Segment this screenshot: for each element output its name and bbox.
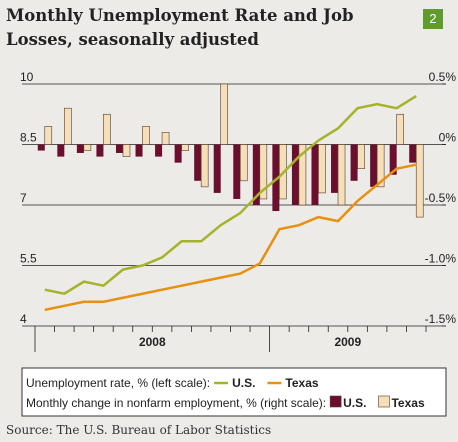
line-series [44, 163, 417, 312]
y-tick-label: 8.5 [20, 131, 37, 145]
bar [259, 144, 268, 200]
source: Source: The U.S. Bureau of Labor Statist… [6, 423, 272, 437]
bar [318, 144, 326, 194]
line-series [44, 95, 417, 296]
y2-tick-label: 0% [439, 131, 457, 145]
bar [103, 113, 111, 145]
bar [213, 144, 221, 193]
bar [115, 144, 123, 153]
bar [142, 126, 150, 145]
x-year-label: 2009 [334, 335, 361, 349]
bar [155, 144, 163, 157]
bar [311, 144, 319, 205]
y-tick-label: 5.5 [20, 252, 37, 266]
bar [233, 144, 241, 199]
legend-label: Texas [391, 396, 424, 410]
chart-title: Monthly Unemployment Rate and Job Losses… [6, 6, 354, 49]
x-year-label: 2008 [139, 335, 166, 349]
bar [57, 144, 65, 157]
y2-tick-label: -0.5% [425, 191, 457, 205]
y2-tick-label: -1.5% [425, 312, 457, 326]
bar [239, 144, 248, 182]
y-tick-label: 7 [20, 191, 27, 205]
legend-label: U.S. [232, 376, 255, 390]
bar [181, 144, 189, 151]
legend-title: Monthly change in nonfarm employment, % … [26, 396, 326, 410]
bar [350, 144, 358, 181]
bar [174, 144, 182, 163]
bar [161, 132, 170, 145]
bar [376, 144, 385, 188]
legend-label: U.S. [343, 396, 366, 410]
bar [76, 144, 84, 153]
bar [194, 144, 202, 181]
bar [389, 144, 397, 175]
bar [272, 144, 280, 212]
bar [331, 144, 339, 193]
bar [415, 144, 424, 218]
legend-swatch [378, 395, 390, 408]
y-tick-label: 4 [20, 312, 27, 326]
bar [357, 144, 365, 170]
bar [64, 107, 72, 145]
bar [220, 83, 229, 145]
legend-title: Unemployment rate, % (left scale): [26, 376, 210, 390]
badge: 2 [423, 9, 443, 29]
legend-box [21, 367, 447, 417]
bar [44, 126, 53, 145]
y-tick-label: 10 [20, 70, 34, 84]
bar [396, 113, 404, 145]
bar [370, 144, 378, 187]
bar [122, 144, 131, 157]
y2-tick-label: -1.0% [425, 252, 457, 266]
bar [83, 144, 92, 151]
bar [409, 144, 417, 163]
bar [291, 144, 299, 205]
y2-tick-label: 0.5% [429, 70, 457, 84]
bar [200, 144, 209, 188]
bar [135, 144, 143, 157]
bar [96, 144, 104, 157]
bar [337, 144, 346, 206]
legend-label: Texas [285, 376, 318, 390]
bar [298, 144, 307, 206]
bar [252, 144, 260, 205]
bar [37, 144, 45, 151]
legend-swatch [329, 395, 342, 408]
